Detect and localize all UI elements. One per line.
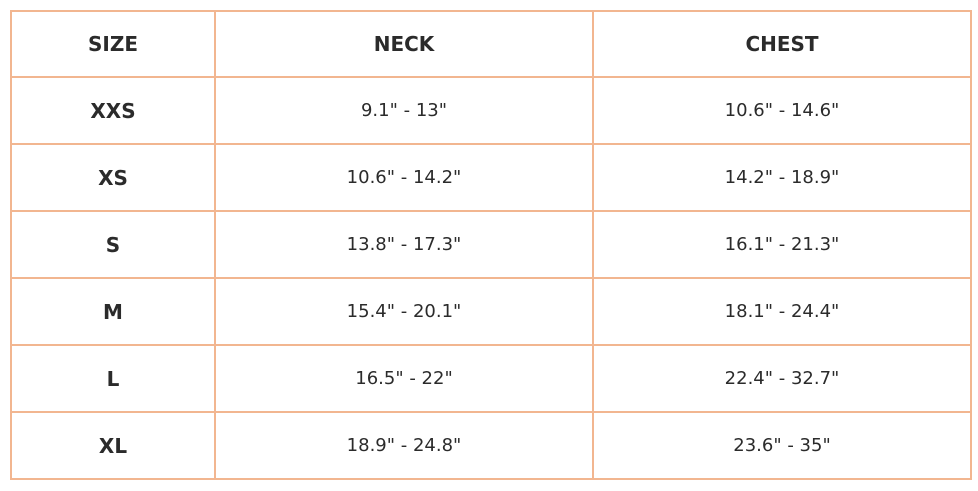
header-row: SIZE NECK CHEST xyxy=(10,10,972,78)
table-row: L 16.5" - 22" 22.4" - 32.7" xyxy=(10,344,972,413)
size-cell: XS xyxy=(10,143,216,212)
measure-cell: 13.8" - 17.3" xyxy=(214,210,594,279)
size-cell: M xyxy=(10,277,216,346)
measure-cell: 15.4" - 20.1" xyxy=(214,277,594,346)
measure-cell: 18.1" - 24.4" xyxy=(592,277,972,346)
measure-cell: 22.4" - 32.7" xyxy=(592,344,972,413)
table-row: XL 18.9" - 24.8" 23.6" - 35" xyxy=(10,411,972,480)
size-cell: XXS xyxy=(10,76,216,145)
size-table: SIZE NECK CHEST XXS 9.1" - 13" 10.6" - 14.6"… xyxy=(10,10,972,480)
header-cell: SIZE xyxy=(10,10,216,78)
table-row: XS 10.6" - 14.2" 14.2" - 18.9" xyxy=(10,143,972,212)
table-row: S 13.8" - 17.3" 16.1" - 21.3" xyxy=(10,210,972,279)
size-cell: S xyxy=(10,210,216,279)
measure-cell: 9.1" - 13" xyxy=(214,76,594,145)
measure-cell: 14.2" - 18.9" xyxy=(592,143,972,212)
measure-cell: 16.5" - 22" xyxy=(214,344,594,413)
table-row: XXS 9.1" - 13" 10.6" - 14.6" xyxy=(10,76,972,145)
header-cell: NECK xyxy=(214,10,594,78)
measure-cell: 23.6" - 35" xyxy=(592,411,972,480)
table-body: XXS 9.1" - 13" 10.6" - 14.6" XS 10.6" - 14.2… xyxy=(10,76,972,480)
measure-cell: 10.6" - 14.6" xyxy=(592,76,972,145)
table-row: M 15.4" - 20.1" 18.1" - 24.4" xyxy=(10,277,972,346)
size-cell: XL xyxy=(10,411,216,480)
measure-cell: 10.6" - 14.2" xyxy=(214,143,594,212)
measure-cell: 16.1" - 21.3" xyxy=(592,210,972,279)
header-cell: CHEST xyxy=(592,10,972,78)
size-cell: L xyxy=(10,344,216,413)
measure-cell: 18.9" - 24.8" xyxy=(214,411,594,480)
